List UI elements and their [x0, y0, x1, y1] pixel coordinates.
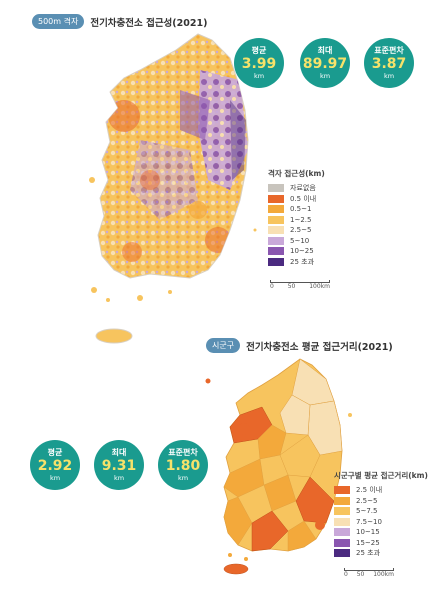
map2-legend-swatch	[334, 507, 350, 516]
map1-stat-stdev-label: 표준편차	[374, 45, 404, 55]
map2-legend-title: 시군구별 평균 접근거리(km)	[334, 471, 428, 480]
map1-scale-label-100: 100km	[309, 283, 330, 290]
map1-jeju-island	[95, 328, 133, 344]
map2-stat-mean-value: 2.92	[37, 457, 73, 474]
map1-legend-title: 격자 접근성(km)	[268, 169, 325, 178]
map2-legend-swatch	[334, 549, 350, 558]
map2-korea-sigungu-map	[205, 358, 352, 575]
map2-stat-mean: 평균 2.92 km	[30, 440, 80, 490]
map1-legend-swatch	[268, 184, 284, 193]
map2-stat-stdev-label: 표준편차	[168, 447, 198, 457]
map1-legend-swatch	[268, 194, 284, 203]
map2-stat-stdev-value: 1.80	[165, 457, 201, 474]
map1-stat-mean-unit: km	[253, 71, 265, 80]
map2-legend: 시군구별 평균 접근거리(km) 2.5 이내 2.5~5 5~7.5 7.5~10 1…	[334, 470, 428, 559]
map1-legend-item: 10~25	[268, 246, 325, 257]
map2-legend-swatch	[334, 528, 350, 537]
map2-legend-label: 15~25	[356, 538, 380, 547]
map1-scale-label-50: 50	[287, 283, 296, 290]
map1-stat-max-label: 최대	[317, 45, 333, 55]
map2-legend-swatch	[334, 538, 350, 547]
map2-stat-mean-label: 평균	[47, 447, 63, 457]
map1-tag: 500m 격자	[32, 14, 85, 29]
map2-legend-swatch	[334, 496, 350, 505]
map1-stat-mean: 평균 3.99 km	[234, 38, 284, 88]
map2-title: 전기차충전소 평균 접근거리(2021)	[246, 341, 393, 353]
map1-legend-item: 자료없음	[268, 183, 325, 194]
map2-stat-max-unit: km	[113, 473, 125, 482]
map1-stat-max-value: 89.97	[302, 55, 348, 72]
map1-legend-label: 25 초과	[290, 257, 315, 266]
map2-legend-label: 5~7.5	[356, 507, 378, 516]
map2-legend-item: 2.5 이내	[334, 485, 428, 496]
map1-legend-item: 25 초과	[268, 257, 325, 268]
map2-legend-label: 10~15	[356, 528, 380, 537]
map1-stat-stdev: 표준편차 3.87 km	[364, 38, 414, 88]
map2-legend-item: 7.5~10	[334, 517, 428, 528]
map1-legend-item: 5~10	[268, 236, 325, 247]
map1-stat-stdev-unit: km	[383, 71, 395, 80]
map2-stat-max-value: 9.31	[101, 457, 137, 474]
map1-scale-line	[270, 280, 330, 283]
map1-legend-label: 1~2.5	[290, 215, 312, 224]
map1-legend-label: 0.5~1	[290, 205, 312, 214]
map1-legend-label: 5~10	[290, 236, 310, 245]
map1-legend: 격자 접근성(km) 자료없음 0.5 이내 0.5~1 1~2.5 2.5~5 5~10…	[268, 168, 325, 267]
map1-legend-label: 10~25	[290, 247, 314, 256]
map1-header: 500m 격자 전기차충전소 접근성(2021)	[32, 14, 207, 29]
map2-legend-swatch	[334, 517, 350, 526]
map2-legend-item: 5~7.5	[334, 506, 428, 517]
map1-legend-swatch	[268, 226, 284, 235]
map1-legend-swatch	[268, 205, 284, 214]
map1-scale-bar: 0 50 100km	[270, 280, 330, 290]
map1-legend-swatch	[268, 215, 284, 224]
map1-scale-label-0: 0	[270, 283, 274, 290]
map1-legend-swatch	[268, 257, 284, 266]
map1-legend-swatch	[268, 247, 284, 256]
map2-stat-mean-unit: km	[49, 473, 61, 482]
map2-scale-label-100: 100km	[373, 571, 394, 578]
map1-title: 전기차충전소 접근성(2021)	[90, 17, 208, 29]
map2-scale-label-0: 0	[344, 571, 348, 578]
map2-legend-item: 2.5~5	[334, 496, 428, 507]
map2-scale-bar: 0 50 100km	[344, 568, 394, 578]
map1-korea-grid-map	[89, 33, 257, 344]
map2-legend-label: 25 초과	[356, 549, 381, 558]
map2-legend-item: 25 초과	[334, 548, 428, 559]
map2-legend-label: 2.5 이내	[356, 486, 383, 495]
map1-stat-max-unit: km	[319, 71, 331, 80]
map1-legend-item: 0.5~1	[268, 204, 325, 215]
map2-legend-label: 7.5~10	[356, 517, 382, 526]
map1-legend-swatch	[268, 236, 284, 245]
map2-header: 시군구 전기차충전소 평균 접근거리(2021)	[206, 338, 393, 353]
map2-legend-label: 2.5~5	[356, 496, 378, 505]
map1-legend-label: 0.5 이내	[290, 194, 317, 203]
map1-stat-mean-value: 3.99	[241, 55, 277, 72]
map2-stat-max-label: 최대	[111, 447, 127, 457]
map2-legend-item: 15~25	[334, 538, 428, 549]
map1-stat-stdev-value: 3.87	[371, 55, 407, 72]
map1-legend-item: 2.5~5	[268, 225, 325, 236]
map2-tag: 시군구	[206, 338, 241, 353]
map2-scale-line	[344, 568, 394, 571]
map1-legend-label: 2.5~5	[290, 226, 312, 235]
map2-legend-swatch	[334, 486, 350, 495]
map2-stat-max: 최대 9.31 km	[94, 440, 144, 490]
map1-legend-item: 1~2.5	[268, 215, 325, 226]
map2-scale-label-50: 50	[356, 571, 365, 578]
map2-stat-stdev: 표준편차 1.80 km	[158, 440, 208, 490]
map2-jeju-island	[223, 563, 249, 575]
map1-legend-label: 자료없음	[290, 184, 316, 193]
map1-stat-max: 최대 89.97 km	[300, 38, 350, 88]
map1-stat-mean-label: 평균	[251, 45, 267, 55]
map1-legend-item: 0.5 이내	[268, 194, 325, 205]
map2-legend-item: 10~15	[334, 527, 428, 538]
map2-stat-stdev-unit: km	[177, 473, 189, 482]
